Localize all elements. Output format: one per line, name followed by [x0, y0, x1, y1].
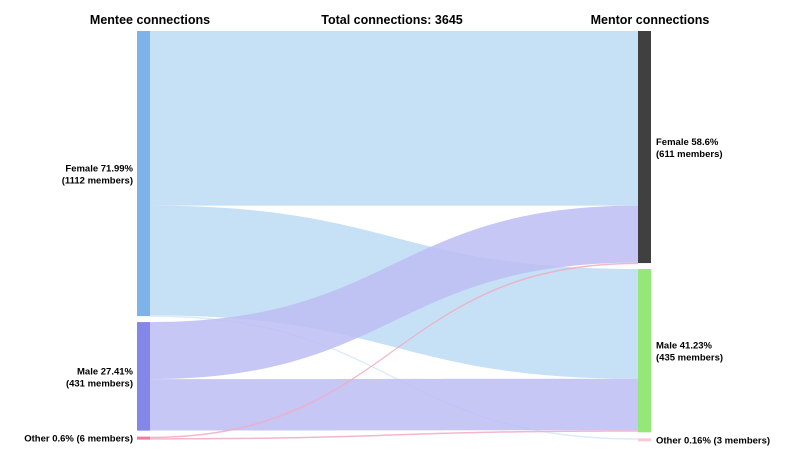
- node-mentee-female: [137, 31, 150, 317]
- link-mentee-male-to-mentor-male: [150, 378, 638, 431]
- node-mentor-other: [638, 438, 651, 442]
- link-mentee-female-to-mentor-female: [150, 31, 638, 206]
- nodes-layer: [137, 31, 651, 442]
- link-mentee-female-to-mentor-other: [150, 315, 638, 440]
- node-label-mentor-female: Female 58.6% (611 members): [656, 137, 723, 160]
- node-label-line2: (431 members): [66, 378, 133, 389]
- link-mentee-other-to-mentor-male: [150, 430, 638, 440]
- link-mentee-male-to-mentor-female: [150, 205, 638, 380]
- node-label-line1: Other 0.6% (6 members): [24, 434, 133, 445]
- left-header: Mentee connections: [90, 13, 210, 27]
- node-mentor-male: [638, 269, 651, 433]
- node-label-line1: Female 58.6%: [656, 137, 719, 148]
- links-layer: [150, 31, 638, 440]
- node-label-mentor-male: Male 41.23% (435 members): [656, 341, 723, 364]
- labels-layer: Female 71.99% (1112 members)Male 27.41% (4…: [24, 137, 770, 446]
- node-mentee-other: [137, 436, 150, 440]
- link-mentee-other-to-mentor-female: [150, 262, 638, 439]
- chart-title: Total connections: 3645: [321, 13, 463, 27]
- node-label-line1: Male 41.23%: [656, 341, 713, 352]
- node-label-line2: (1112 members): [62, 176, 133, 187]
- node-label-line2: (611 members): [656, 149, 723, 160]
- node-label-line1: Other 0.16% (3 members): [656, 435, 770, 446]
- node-label-mentee-male: Male 27.41% (431 members): [66, 366, 134, 389]
- node-mentee-male: [137, 322, 150, 431]
- node-label-line1: Female 71.99%: [65, 164, 133, 175]
- node-label-mentor-other: Other 0.16% (3 members): [656, 435, 770, 446]
- node-label-line1: Male 27.41%: [77, 366, 134, 377]
- node-label-mentee-female: Female 71.99% (1112 members): [62, 164, 134, 187]
- node-label-mentee-other: Other 0.6% (6 members): [24, 434, 133, 445]
- node-mentor-female: [638, 31, 651, 264]
- node-label-line2: (435 members): [656, 353, 723, 364]
- right-header: Mentor connections: [591, 13, 710, 27]
